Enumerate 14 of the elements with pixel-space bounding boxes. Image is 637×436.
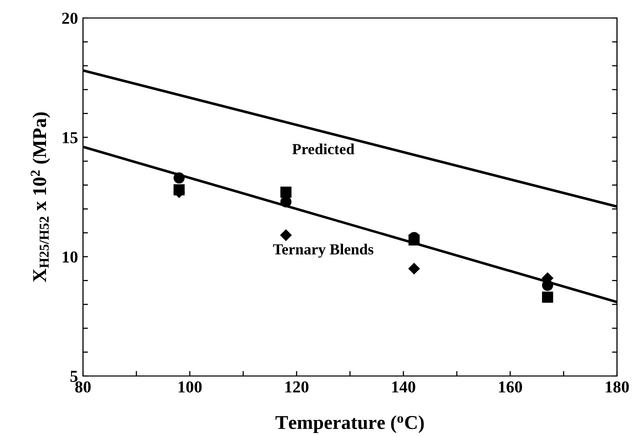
y-axis-title: X$_{H25/H52}$ x 10$^{2}$ (MPa) <box>30 112 50 282</box>
x-tick-label: 180 <box>606 381 629 393</box>
x-tick-label: 140 <box>392 381 416 393</box>
x-tick-label: 100 <box>178 381 202 393</box>
annotation: Predicted <box>292 144 354 154</box>
x-tick-label: 80 <box>75 381 91 393</box>
y-tick-label: 5 <box>70 370 78 382</box>
x-tick-label: 160 <box>499 381 522 393</box>
x-tick-label: 120 <box>285 381 308 393</box>
annotation: Ternary Blends <box>273 244 374 258</box>
y-tick-label: 20 <box>62 12 78 24</box>
y-tick-label: 10 <box>62 251 78 263</box>
y-tick-label: 15 <box>62 132 78 144</box>
x-axis-title: Temperature ($^{o}$C) <box>276 415 424 434</box>
